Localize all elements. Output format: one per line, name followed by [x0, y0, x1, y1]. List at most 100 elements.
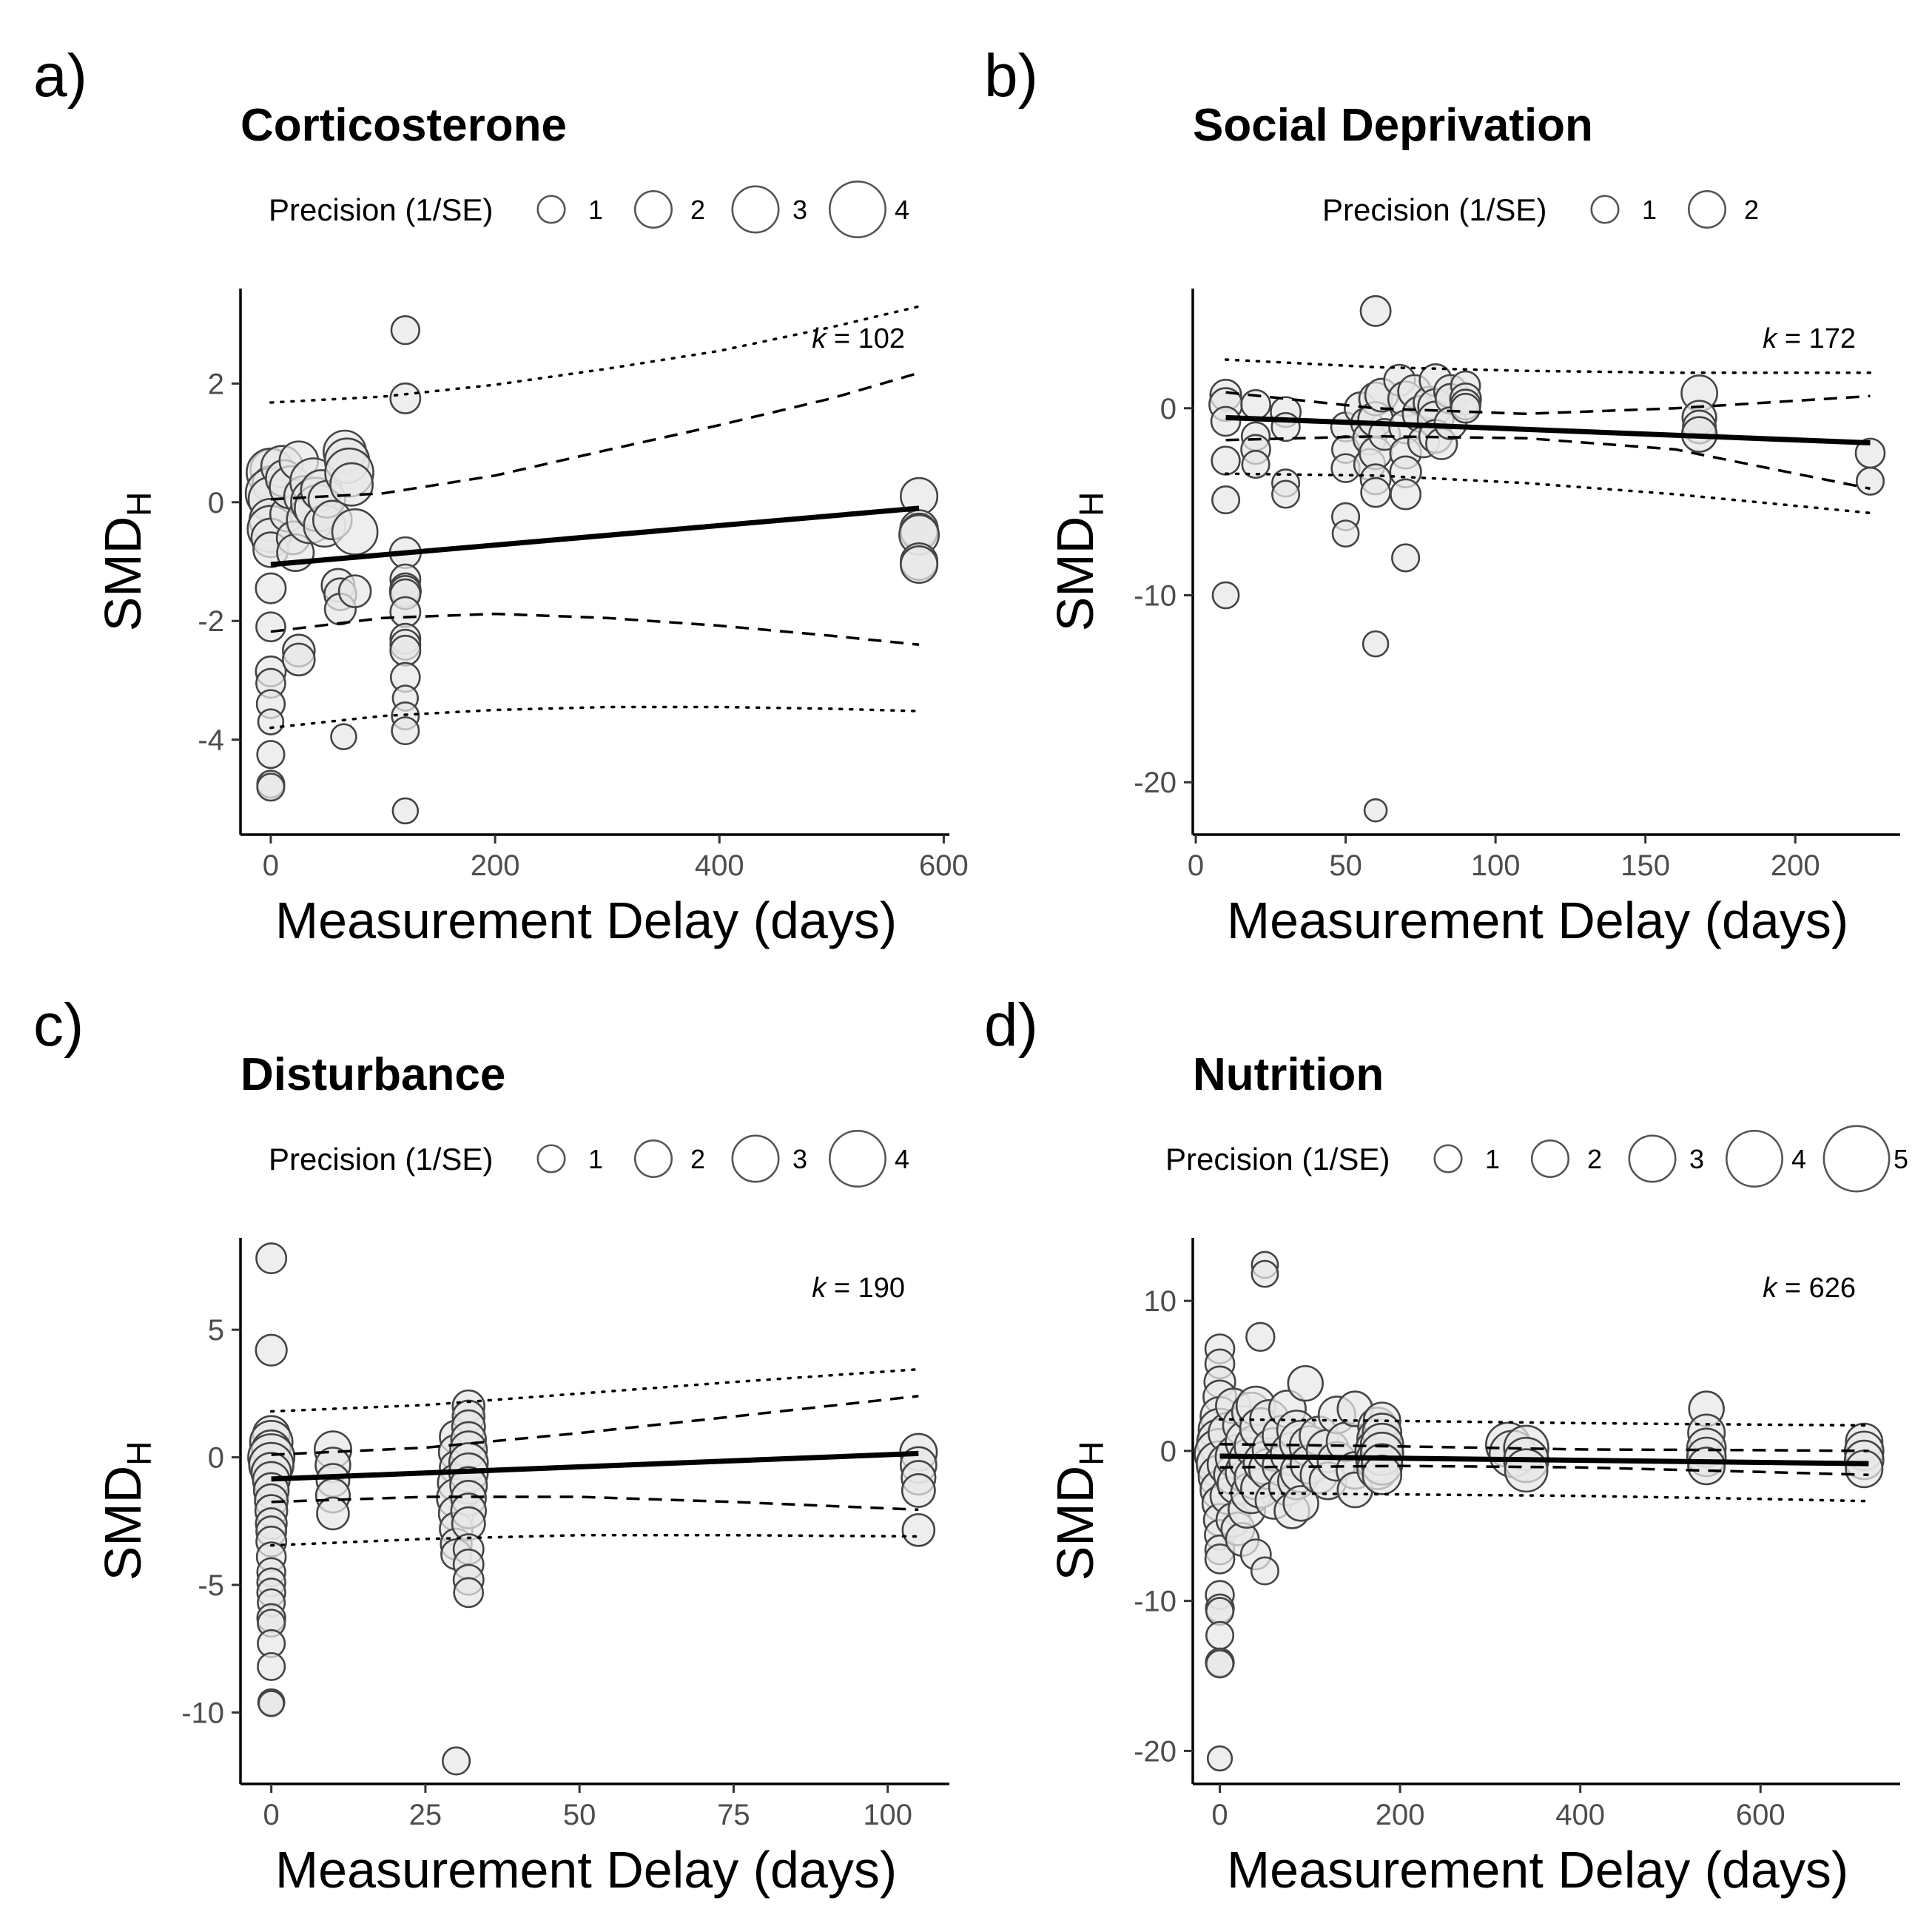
data-point: [901, 1513, 936, 1547]
data-point: [901, 1472, 936, 1508]
regression-line: [1219, 1453, 1869, 1467]
regression-line: [1225, 414, 1871, 446]
y-axis-title: SMDH: [94, 492, 158, 632]
x-tick-label: 200: [471, 849, 520, 882]
data-point: [257, 1651, 286, 1681]
legend-key: [731, 185, 780, 234]
legend-key: [1590, 195, 1620, 224]
legend-key: [633, 189, 673, 229]
confidence-interval-upper: [1225, 391, 1871, 416]
k-label-italic: k: [812, 1273, 827, 1304]
legend-label: 4: [1791, 1144, 1806, 1174]
x-tick-label: 75: [717, 1799, 750, 1831]
x-tick-label: 400: [1555, 1799, 1605, 1831]
size-legend: Precision (1/SE) 1 2 3 4: [269, 1130, 909, 1188]
data-point: [329, 462, 374, 507]
k-label: k = 172: [1763, 323, 1856, 354]
size-legend: Precision (1/SE) 1 2 3 4 5: [1165, 1125, 1908, 1193]
data-point: [255, 572, 287, 605]
legend-label: 1: [1642, 195, 1657, 225]
legend-title: Precision (1/SE): [1322, 192, 1546, 227]
data-point: [330, 723, 357, 750]
data-point: [1331, 519, 1360, 548]
y-axis-title: SMDH: [1046, 492, 1111, 632]
x-tick-label: 0: [263, 1799, 280, 1831]
size-legend: Precision (1/SE) 1 2 3 4: [269, 181, 909, 238]
data-point: [1245, 1321, 1276, 1353]
k-label-italic: k: [1763, 1273, 1778, 1304]
data-point: [1687, 1447, 1726, 1486]
data-point: [255, 611, 286, 643]
legend-label: 2: [1744, 195, 1759, 225]
panel-label: a): [33, 42, 87, 110]
confidence-interval-lower: [1219, 1464, 1869, 1477]
x-tick-label: 0: [1211, 1799, 1228, 1831]
legend-title: Precision (1/SE): [269, 192, 493, 227]
data-points: [244, 314, 940, 825]
y-axis-title-subscript: H: [120, 492, 158, 516]
x-tick-label: 400: [695, 849, 744, 882]
x-tick-label: 600: [1736, 1799, 1785, 1831]
panel-d: d) Nutrition Precision (1/SE) 1 2 3 4 5 0 200 400 6…: [984, 991, 1908, 1899]
x-tick-label: 25: [409, 1799, 442, 1831]
data-point: [258, 1690, 285, 1717]
k-label: k = 102: [812, 323, 905, 354]
k-label-italic: k: [812, 323, 827, 354]
y-tick-label: -2: [198, 605, 224, 638]
panel-label: d): [984, 991, 1038, 1059]
legend-title: Precision (1/SE): [269, 1142, 493, 1176]
legend-label: 3: [1689, 1144, 1704, 1174]
legend-key: [829, 1130, 886, 1188]
k-label: k = 190: [812, 1273, 905, 1304]
data-point: [391, 797, 420, 825]
y-axis-title-main: SMD: [1046, 516, 1104, 632]
legend-key: [1687, 189, 1727, 229]
y-axis-title-subscript: H: [1072, 1441, 1111, 1466]
k-label-italic: k: [1763, 323, 1778, 354]
data-point: [1390, 478, 1422, 511]
data-point: [1504, 1448, 1549, 1493]
legend-key: [1530, 1139, 1570, 1179]
x-axis-title: Measurement Delay (days): [275, 892, 897, 949]
y-tick-label: -20: [1134, 767, 1177, 799]
panel-title: Corticosterone: [240, 100, 567, 151]
legend-label: 2: [690, 1144, 705, 1174]
y-tick-label: -10: [181, 1697, 224, 1729]
x-tick-label: 0: [1188, 849, 1204, 882]
legend-label: 1: [588, 1144, 603, 1174]
data-point: [1206, 1745, 1233, 1772]
data-point: [1855, 466, 1885, 496]
data-point: [1359, 294, 1392, 327]
legend-label: 5: [1894, 1144, 1908, 1174]
legend-key: [1822, 1125, 1891, 1193]
panel-label: c): [33, 991, 84, 1059]
data-point: [442, 1746, 471, 1776]
x-axis-title: Measurement Delay (days): [275, 1841, 897, 1899]
data-point: [337, 574, 372, 608]
prediction-interval-lower: [1224, 472, 1872, 515]
legend-key: [1726, 1130, 1783, 1188]
data-point: [1204, 1543, 1236, 1575]
y-axis-title: SMDH: [94, 1441, 158, 1581]
y-axis-title-main: SMD: [94, 516, 152, 632]
y-tick-label: 5: [208, 1314, 224, 1347]
data-point: [256, 772, 286, 802]
y-tick-label: -5: [198, 1569, 224, 1602]
legend-label: 1: [588, 195, 603, 225]
data-point: [1450, 392, 1481, 424]
data-point: [1363, 798, 1388, 823]
legend-key: [1433, 1144, 1463, 1174]
x-axis-title: Measurement Delay (days): [1227, 1841, 1848, 1899]
regression-line: [270, 505, 920, 568]
y-tick-label: 2: [208, 368, 224, 400]
k-label-value: = 102: [826, 323, 905, 354]
legend-label: 1: [1485, 1144, 1500, 1174]
legend-key: [536, 195, 566, 224]
data-point: [1271, 479, 1301, 509]
panel-label: b): [984, 42, 1038, 110]
data-point: [1362, 1455, 1403, 1495]
legend-key: [829, 181, 886, 238]
y-tick-label: 0: [1160, 1435, 1177, 1468]
x-tick-label: 50: [1329, 849, 1362, 882]
